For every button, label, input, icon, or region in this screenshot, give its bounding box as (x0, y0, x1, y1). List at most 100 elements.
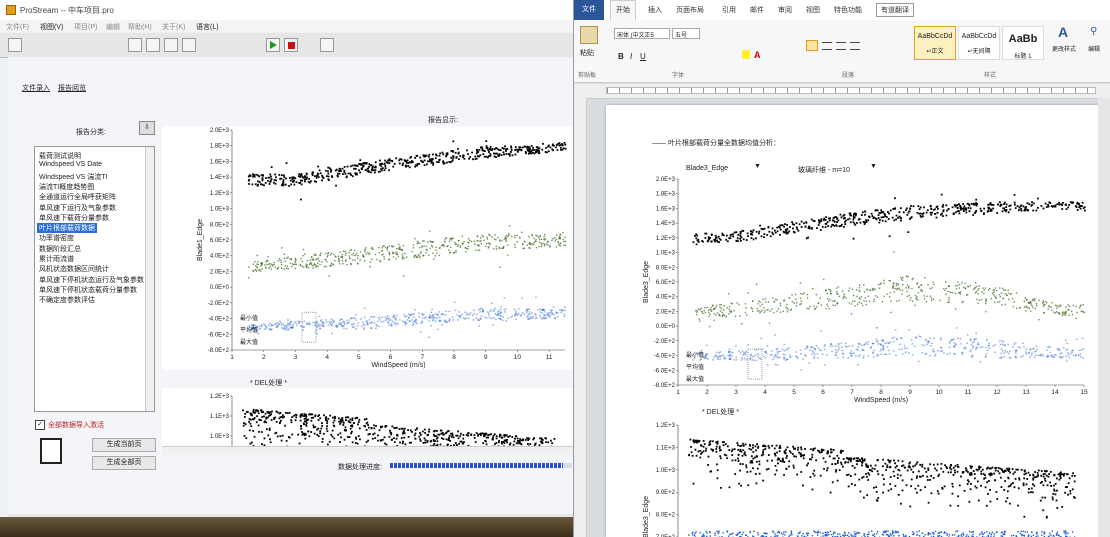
style-gallery-item[interactable]: AaBbCcDd ↵正文 (914, 26, 956, 60)
open-icon[interactable] (146, 38, 160, 52)
y-tick-label: 8.0E+2 (656, 265, 676, 271)
data-point (718, 313, 721, 316)
material-dropdown-arrow-icon[interactable]: ▼ (870, 163, 877, 170)
generate-all-button[interactable]: 生成全部页 (92, 456, 156, 470)
list-item[interactable]: Windspeed VS Date (39, 161, 103, 169)
menu-about[interactable]: 关于(K) (162, 24, 186, 31)
tab-insert[interactable]: 插入 (648, 7, 662, 14)
edit-label[interactable]: 编辑 (1088, 47, 1101, 53)
config-icon[interactable] (320, 38, 334, 52)
chart-scrollbar[interactable] (162, 446, 573, 455)
data-point (1023, 300, 1025, 303)
data-point: × (314, 319, 317, 324)
tab-mailings[interactable]: 邮件 (750, 7, 764, 14)
font-name-select[interactable]: 宋体 (中文正5 (614, 28, 670, 39)
underline-button[interactable]: U (640, 52, 646, 61)
tab-review[interactable]: 审阅 (778, 7, 792, 14)
style-gallery-item[interactable]: AaBb 标题 1 (1002, 26, 1044, 60)
data-point: × (535, 315, 538, 320)
data-point: × (1002, 339, 1005, 344)
menu-view[interactable]: 视图(V) (40, 24, 64, 31)
import-all-checkbox[interactable]: ✓ (35, 420, 45, 430)
style-gallery-item[interactable]: AaBbCcDd ↵无间隔 (958, 26, 1000, 60)
new-icon[interactable] (128, 38, 142, 52)
list-item[interactable]: 单风速下停机状态载荷分量参数 (39, 286, 137, 294)
paste-icon[interactable] (580, 26, 598, 44)
align-left-button[interactable] (806, 40, 818, 51)
justify-icon[interactable] (850, 42, 860, 50)
font-color-icon[interactable]: A (754, 50, 761, 60)
font-size-select[interactable]: 五号 (672, 28, 700, 39)
list-item[interactable]: 湍流TI概度趋势图 (39, 183, 95, 191)
list-item[interactable]: 功率谱密度 (39, 235, 74, 243)
run-icon[interactable] (266, 38, 280, 52)
data-point (534, 240, 536, 243)
tab-youdao[interactable]: 有道翻译 (876, 3, 914, 17)
data-point (916, 475, 919, 478)
menu-language[interactable]: 语言(L) (196, 24, 219, 31)
save-icon[interactable] (164, 38, 178, 52)
tab-layout[interactable]: 页面布局 (676, 7, 704, 14)
change-styles-icon[interactable]: A (1058, 24, 1069, 40)
data-point: × (490, 307, 493, 312)
list-item[interactable]: 叶片根部载荷数据 (37, 223, 97, 234)
settings-icon[interactable] (182, 38, 196, 52)
tab-home[interactable]: 开始 (610, 0, 636, 20)
data-point (384, 424, 387, 427)
tab-features[interactable]: 特色功能 (834, 7, 862, 14)
data-point (326, 422, 329, 425)
ruler[interactable] (574, 84, 1110, 99)
report-view-link[interactable]: 报告阅览 (58, 85, 86, 92)
align-right-icon[interactable] (836, 42, 846, 50)
list-item[interactable]: 全通道运行全局呼获矩阵 (39, 194, 116, 202)
data-point: × (994, 342, 997, 347)
menu-project[interactable]: 项目(P) (74, 24, 98, 31)
document-page[interactable]: —— 叶片根部载荷分量全数据均值分析： Blade3_Edge ▼ 玻璃纤维 -… (606, 105, 1110, 537)
list-item[interactable]: 单风速下载荷分量参数 (39, 214, 109, 222)
list-item[interactable]: 累计雨流谱 (39, 256, 74, 263)
horizontal-scrollbar[interactable] (8, 514, 573, 519)
tab-file[interactable]: 文件 (574, 0, 604, 20)
menu-help[interactable]: 帮助(H) (128, 24, 152, 31)
bold-button[interactable]: B (618, 52, 624, 61)
project-icon[interactable] (8, 38, 22, 52)
list-item[interactable]: Windspeed VS 湍流TI (39, 173, 108, 181)
data-point: × (256, 325, 259, 330)
tab-references[interactable]: 引用 (722, 7, 736, 14)
list-item[interactable]: 单风速下停机状态运行及气象参数 (39, 276, 144, 284)
list-scrollbar[interactable] (145, 147, 154, 411)
report-list[interactable]: 载荷测试说明 Windspeed VS Date Windspeed VS 湍流TI… (34, 146, 155, 412)
material-dropdown[interactable]: 玻璃纤维 - m=10 (798, 167, 850, 174)
highlight-icon[interactable] (742, 50, 750, 59)
blade-dropdown-arrow-icon[interactable]: ▼ (754, 163, 761, 170)
list-item[interactable]: 载荷测试说明 (39, 153, 81, 160)
y-tick-label: 6.0E+2 (656, 280, 676, 286)
data-point: × (1072, 352, 1075, 357)
stop-icon[interactable] (284, 38, 298, 52)
data-point (722, 234, 725, 237)
list-item[interactable]: 不确定度参数评估 (39, 297, 95, 305)
tab-view[interactable]: 视图 (806, 7, 820, 14)
align-center-icon[interactable] (822, 42, 832, 50)
find-icon[interactable]: ⚲ (1090, 26, 1098, 37)
change-styles-label[interactable]: 更改样式 (1052, 47, 1077, 53)
data-point: × (764, 348, 767, 353)
blade-dropdown[interactable]: Blade3_Edge (686, 165, 729, 172)
data-point (392, 245, 395, 248)
data-point: × (452, 317, 455, 322)
file-entry-link[interactable]: 文件录入 (22, 85, 50, 92)
list-item[interactable]: 单风速下运行及气象参数 (39, 204, 116, 212)
data-point (485, 155, 488, 158)
generate-current-button[interactable]: 生成当前页 (92, 438, 156, 452)
y-tick-label: 2.0E+3 (210, 128, 230, 134)
export-icon[interactable]: ⇩ (139, 121, 155, 135)
data-point (301, 433, 304, 436)
menu-edit[interactable]: 编辑 (106, 24, 120, 31)
data-point (346, 436, 349, 438)
data-point: × (1003, 354, 1006, 359)
list-item[interactable]: 风机状态数据区间统计 (39, 266, 109, 274)
list-item[interactable]: 数据阶段汇总 (39, 245, 81, 253)
italic-button[interactable]: I (630, 52, 633, 61)
paste-label[interactable]: 粘贴 (580, 50, 594, 57)
menu-file[interactable]: 文件(F) (6, 24, 29, 31)
